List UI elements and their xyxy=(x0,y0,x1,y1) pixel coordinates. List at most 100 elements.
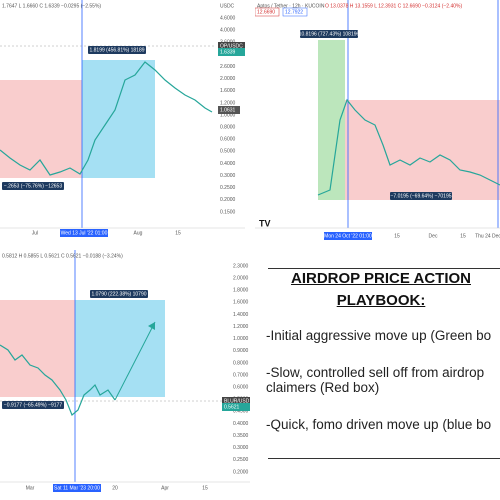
price-tag xyxy=(222,403,250,411)
price-tag xyxy=(218,48,245,56)
chip-text: 12.6690 xyxy=(257,9,275,15)
price-tag xyxy=(218,106,240,114)
apt-chart: TV Aptos / Tether · 12h · KUCOIN Mon 24 O… xyxy=(255,0,500,240)
y-axis-label: 0.4000 xyxy=(220,161,236,167)
price-tag-text: 1.0631 xyxy=(220,107,236,113)
x-highlight xyxy=(324,232,372,240)
rule xyxy=(268,268,500,269)
y-axis-label: 2.6000 xyxy=(220,64,236,70)
x-axis-label: Sat 11 Mar '23 20:00 xyxy=(54,485,100,491)
x-axis-label: Jul xyxy=(32,230,38,236)
y-axis-label: 1.2000 xyxy=(220,100,236,106)
y-axis-label: 1.6000 xyxy=(233,300,249,306)
rule xyxy=(268,458,500,459)
notes: AIRDROP PRICE ACTION PLAYBOOK: -Initial … xyxy=(262,262,500,497)
chip xyxy=(282,7,308,17)
x-highlight xyxy=(53,484,101,492)
ohlc-header: 0.5812 H 0.5855 L 0.5621 C 0.5621 −0.018… xyxy=(2,253,123,259)
measure-label xyxy=(2,182,64,190)
arrow xyxy=(114,321,156,401)
measure-label xyxy=(2,401,64,409)
y-axis-label: 0.2500 xyxy=(220,185,236,191)
y-axis-label: 0.7000 xyxy=(233,372,249,378)
y-axis-label: 0.6000 xyxy=(233,385,249,391)
measure-text: −.2653 (−75.76%) −12653 xyxy=(4,183,62,189)
x-axis-label: Dec xyxy=(429,233,438,239)
note-line: claimers (Red box) xyxy=(266,380,380,395)
y-axis-label: 1.8000 xyxy=(233,288,249,294)
y-axis-label: USDC xyxy=(220,3,235,9)
price-tag-text: 0.5621 xyxy=(224,404,240,410)
x-highlight xyxy=(60,229,108,237)
arrow-head xyxy=(148,322,155,330)
measure-text: −0.9177 (−65.49%) −9177 xyxy=(4,402,62,408)
measure-text: 1.0790 (222.38%) 10790 xyxy=(91,291,146,297)
price-tag-text: 1.6339 xyxy=(220,49,236,55)
chip-text: 12.7922 xyxy=(285,9,303,15)
x-axis-label: Mon 24 Oct '22 01:00 xyxy=(324,233,372,239)
ohlc-header: 1.7647 L 1.6660 C 1.6339 −0.0295 (−2.55%… xyxy=(2,3,101,9)
y-axis-label: 0.3500 xyxy=(233,433,249,439)
blur-chart: 0.5812 H 0.5855 L 0.5621 C 0.5621 −0.018… xyxy=(0,250,250,492)
y-axis-label: 0.6000 xyxy=(220,137,236,143)
x-axis-label: 20 xyxy=(112,485,118,491)
notes-title: AIRDROP PRICE ACTION xyxy=(290,270,471,287)
blue-box xyxy=(75,300,165,397)
y-axis-label: 4.0000 xyxy=(220,28,236,34)
red-box xyxy=(345,100,500,200)
y-axis-label: 0.3000 xyxy=(233,445,249,451)
measure-label xyxy=(300,30,358,38)
x-axis-label: Aug xyxy=(134,230,143,236)
tv-logo: TV xyxy=(259,218,271,228)
measure-text: −7.0195 (−69.64%) −70195 xyxy=(390,193,451,199)
measure-label xyxy=(90,290,148,298)
y-axis-label: 0.3000 xyxy=(220,173,236,179)
x-axis-label: 15 xyxy=(202,485,208,491)
note-line: -Initial aggressive move up (Green bo xyxy=(266,328,492,343)
y-axis-label: 0.5000 xyxy=(220,149,236,155)
y-axis-label: 1.0000 xyxy=(220,112,236,118)
y-axis-label: 1.4000 xyxy=(233,312,249,318)
measure-label xyxy=(88,46,146,54)
y-axis-label: 0.2000 xyxy=(220,197,236,203)
x-axis-label: Apr xyxy=(161,485,169,491)
price-path xyxy=(0,61,213,176)
y-axis-label: 0.4000 xyxy=(233,421,249,427)
chip xyxy=(255,7,280,17)
measure-text: 1.8199 (456.81%) 18189 xyxy=(89,47,144,53)
measure-text: 10.8196 (727.43%) 108196 xyxy=(299,31,360,37)
y-axis-label: 0.1500 xyxy=(220,209,236,215)
ohlc: O 13.0378 H 13.1559 L 12.3931 C 12.6690 … xyxy=(325,3,462,9)
y-axis-label: 0.9000 xyxy=(233,348,249,354)
y-axis-label: 2.0000 xyxy=(220,76,236,82)
ohlc-header: Aptos / Tether · 12h · KUCOIN xyxy=(257,3,325,9)
y-axis-label: 0.8000 xyxy=(233,360,249,366)
y-axis-label: 1.6000 xyxy=(220,88,236,94)
price-tag-text: BLUR/USD xyxy=(224,398,250,404)
y-axis-label: 0.8000 xyxy=(220,125,236,131)
red-box xyxy=(0,80,82,178)
y-axis-label: 0.2000 xyxy=(233,469,249,475)
price-tag xyxy=(222,397,250,405)
y-axis-label: 2.3000 xyxy=(233,263,249,269)
note-line: -Quick, fomo driven move up (blue bo xyxy=(266,417,492,432)
red-box xyxy=(0,300,75,397)
x-axis-label: 15 xyxy=(460,233,466,239)
op-chart: 1.7647 L 1.6660 C 1.6339 −0.0295 (−2.55%… xyxy=(0,0,245,237)
price-path xyxy=(0,344,116,416)
notes-title: PLAYBOOK: xyxy=(336,292,426,309)
price-tag xyxy=(218,42,245,50)
x-axis-label: 15 xyxy=(175,230,181,236)
blue-box xyxy=(82,60,155,178)
x-axis-label: Wed 13 Jul '22 01:00 xyxy=(61,230,108,236)
price-path xyxy=(317,98,500,196)
y-axis-label: 2.0000 xyxy=(233,275,249,281)
y-axis-label: 4.6000 xyxy=(220,15,236,21)
y-axis-label: 1.2000 xyxy=(233,324,249,330)
y-axis-label: 0.2500 xyxy=(233,457,249,463)
x-axis-label: 15 xyxy=(394,233,400,239)
y-axis-label: 0.4500 xyxy=(233,409,249,415)
note-line: -Slow, controlled sell off from airdrop xyxy=(266,365,485,380)
y-axis-label: 1.0000 xyxy=(233,336,249,342)
